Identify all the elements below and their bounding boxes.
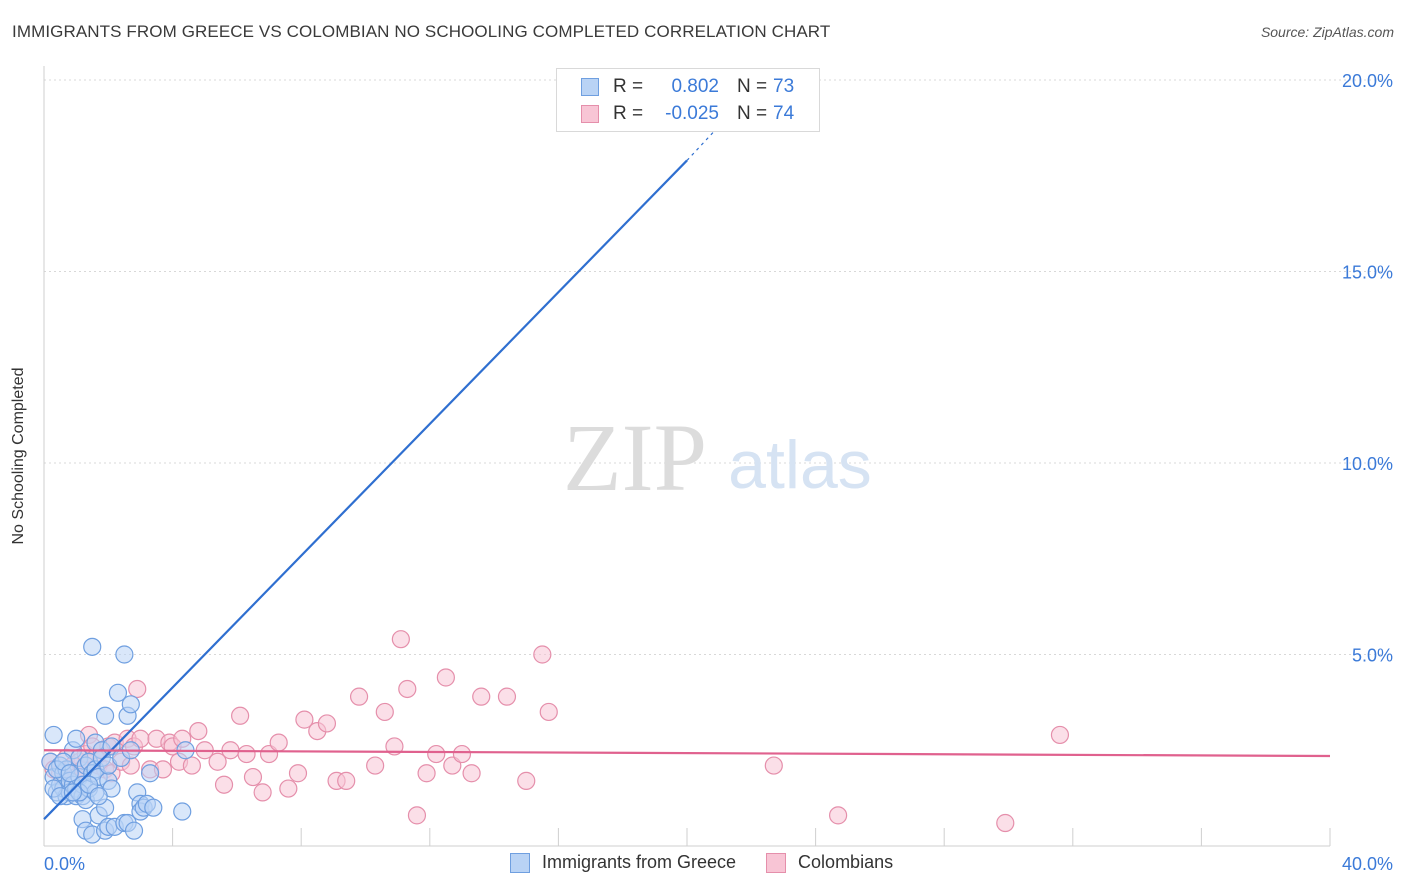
data-point [349, 687, 369, 706]
trend-line-extension [686, 125, 720, 161]
data-point [295, 710, 314, 729]
legend-swatch-greece [510, 852, 530, 873]
legend-item-greece[interactable]: Immigrants from Greece [510, 852, 736, 873]
data-point [189, 721, 208, 741]
data-point [517, 771, 536, 790]
data-point [452, 744, 472, 764]
data-point [391, 630, 410, 649]
data-point [764, 756, 783, 775]
data-point [288, 764, 308, 783]
axes [43, 66, 1330, 847]
watermark-zip: ZIP [563, 404, 707, 511]
x-tick-label: 0.0% [44, 854, 85, 874]
data-point [533, 645, 552, 664]
legend-swatch-colombians [766, 852, 787, 873]
data-point [140, 764, 160, 783]
y-tick-label: 10.0% [1342, 454, 1393, 474]
y-tick-label: 5.0% [1352, 646, 1393, 666]
data-point [89, 787, 108, 806]
trend-line [43, 749, 1331, 758]
data-point [337, 771, 356, 790]
source-label: Source: ZipAtlas.com [1260, 24, 1394, 40]
data-point [124, 821, 144, 840]
y-axis-label: No Schooling Completed [10, 367, 27, 545]
data-point [243, 767, 263, 787]
x-tick-label: 40.0% [1342, 854, 1393, 874]
legend-r-label: R = [613, 103, 644, 124]
data-point [375, 702, 394, 722]
legend-r-value: -0.025 [665, 103, 719, 124]
data-point [214, 775, 234, 794]
data-point [63, 783, 83, 802]
legend-n-label: N = [737, 103, 768, 124]
legend-n-label: N = [737, 76, 768, 97]
stats-legend: R = 0.802 N = 73 R = -0.025 N = 74 [556, 68, 820, 132]
trend-lines [43, 125, 1331, 820]
legend-label-colombians: Colombians [798, 852, 894, 872]
data-point [269, 733, 288, 752]
legend-r-label: R = [613, 76, 644, 97]
data-point [108, 683, 128, 702]
data-point [366, 756, 385, 775]
data-point [279, 779, 298, 798]
data-point [829, 806, 848, 825]
legend-n-value: 74 [773, 103, 795, 124]
data-point [996, 813, 1015, 833]
legend-swatch-greece [581, 78, 599, 96]
data-point [253, 783, 272, 802]
data-point [83, 637, 102, 656]
data-point [208, 752, 227, 771]
y-tick-label: 15.0% [1342, 263, 1393, 283]
data-point [427, 744, 446, 764]
data-point [1050, 725, 1070, 745]
data-point [398, 679, 417, 699]
data-point [173, 802, 192, 821]
data-point [462, 764, 481, 783]
watermark: ZIP atlas [563, 404, 872, 511]
data-point [115, 645, 134, 664]
data-point [44, 725, 63, 745]
legend-r-value: 0.802 [671, 76, 719, 97]
data-point [472, 687, 491, 706]
watermark-atlas: atlas [728, 427, 872, 503]
tick-labels: 5.0% 10.0% 15.0% 20.0% 0.0% 40.0% [44, 71, 1393, 874]
data-point [144, 798, 163, 817]
legend-row-greece: R = 0.802 N = 73 [581, 74, 794, 100]
data-point [317, 714, 337, 733]
data-point [497, 687, 517, 706]
data-point [182, 756, 201, 775]
data-point [407, 806, 427, 825]
data-point [67, 729, 86, 748]
data-point [95, 706, 115, 725]
data-point [436, 668, 455, 687]
data-point [385, 737, 404, 756]
legend-row-colombians: R = -0.025 N = 74 [581, 101, 794, 127]
legend-label-greece: Immigrants from Greece [542, 852, 737, 872]
data-point [237, 744, 256, 764]
data-point [60, 764, 79, 783]
data-point [121, 695, 140, 714]
data-point [417, 764, 436, 783]
grid-lines [44, 79, 1390, 846]
legend-n-value: 73 [773, 76, 795, 97]
data-point [539, 702, 558, 722]
data-point [231, 706, 250, 725]
trend-line [43, 159, 688, 820]
series-legend: Immigrants from Greece Colombians [510, 852, 923, 873]
data-point [128, 679, 147, 699]
legend-item-colombians[interactable]: Colombians [766, 852, 893, 873]
y-tick-label: 20.0% [1342, 71, 1393, 91]
chart-title: IMMIGRANTS FROM GREECE VS COLOMBIAN NO S… [12, 22, 831, 41]
legend-swatch-colombians [581, 105, 599, 123]
